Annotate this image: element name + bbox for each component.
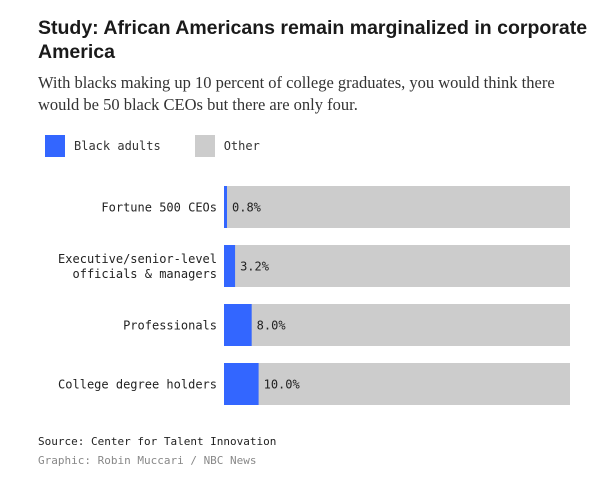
- legend-item-black: Black adults: [45, 135, 161, 157]
- value-label-1: 3.2%: [240, 260, 270, 274]
- category-label-3: College degree holders: [58, 378, 217, 392]
- bar-black-0: [224, 186, 227, 228]
- value-label-3: 10.0%: [264, 378, 301, 392]
- source-note: Source: Center for Talent Innovation: [38, 435, 277, 448]
- bar-other-3: [224, 363, 570, 405]
- value-label-0: 0.8%: [232, 201, 262, 215]
- category-label-line: officials & managers: [73, 267, 218, 281]
- legend: Black adults Other: [45, 134, 294, 158]
- chart-title: Study: African Americans remain marginal…: [38, 17, 588, 63]
- bar-black-1: [224, 245, 236, 287]
- chart-subtitle: With blacks making up 10 percent of coll…: [38, 73, 555, 114]
- graphic-credit: Graphic: Robin Muccari / NBC News: [38, 454, 257, 467]
- bar-other-2: [224, 304, 570, 346]
- legend-item-other: Other: [194, 135, 260, 157]
- bar-black-2: [224, 304, 252, 346]
- legend-label-other: Other: [223, 139, 260, 153]
- bar-other-1: [224, 245, 570, 287]
- category-label-line: Executive/senior-level: [58, 252, 217, 266]
- bar-chart: 0.8% Fortune 500 CEOs 3.2% Executive/senior…: [58, 186, 570, 405]
- category-label-line: Professionals: [123, 319, 217, 333]
- category-label-2: Professionals: [123, 319, 217, 333]
- category-label-line: Fortune 500 CEOs: [101, 201, 217, 215]
- value-label-2: 8.0%: [257, 319, 287, 333]
- category-label-1: Executive/senior-level officials & manage…: [58, 252, 217, 281]
- bar-other-0: [224, 186, 570, 228]
- legend-label-black: Black adults: [74, 139, 161, 153]
- legend-swatch-black: [45, 135, 65, 157]
- bar-black-3: [224, 363, 259, 405]
- legend-swatch-other: [194, 135, 215, 157]
- category-label-line: College degree holders: [58, 378, 217, 392]
- category-label-0: Fortune 500 CEOs: [101, 201, 217, 215]
